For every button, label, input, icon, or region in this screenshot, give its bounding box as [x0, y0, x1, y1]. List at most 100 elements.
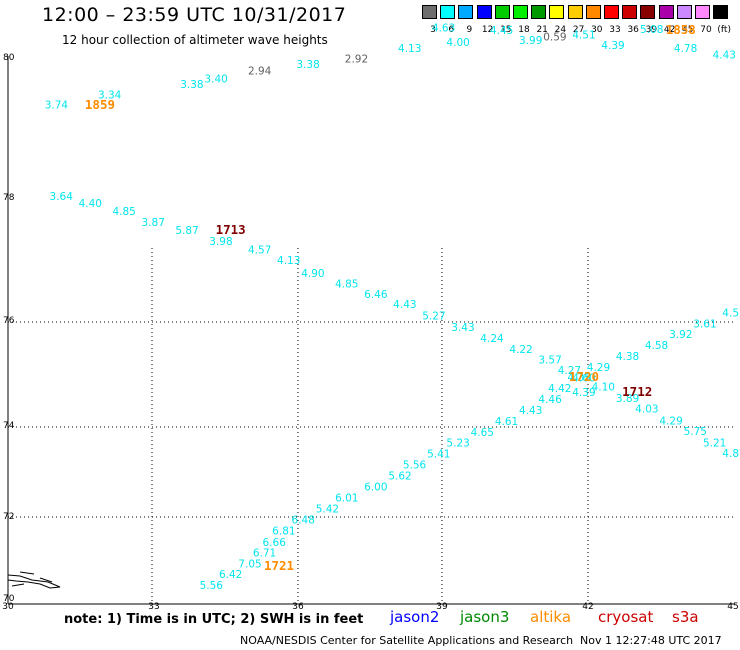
wave-height-value: 4.13: [277, 255, 300, 267]
wave-height-value: 4.10: [592, 381, 615, 393]
color-swatch: [567, 5, 583, 19]
pass-time-label: 1720: [569, 369, 599, 384]
wave-height-value: 3.64: [50, 191, 74, 203]
wave-height-value: 4.81: [722, 448, 740, 460]
wave-height-value: 4.00: [446, 37, 469, 49]
wave-height-value: 4.40: [79, 198, 102, 210]
wave-height-value: 5.23: [446, 438, 469, 450]
wave-height-value: 5.41: [427, 449, 450, 461]
wave-height-value: 5.62: [388, 471, 411, 483]
color-scale-label: 6: [448, 25, 455, 35]
color-swatch: [713, 5, 729, 19]
wave-height-value: 6.81: [272, 525, 295, 537]
color-swatch: [494, 5, 510, 19]
wave-height-value: 4.90: [301, 268, 324, 280]
color-scale-label: 9: [466, 25, 473, 35]
satellite-legend-jason3: jason3: [460, 608, 510, 626]
wave-height-value: 5.87: [175, 225, 198, 237]
latitude-tick-label: 74: [3, 421, 15, 431]
wave-height-value: 4.43: [393, 299, 416, 311]
longitude-tick-label: 45: [727, 602, 738, 612]
wave-height-value: 4.45: [490, 25, 513, 37]
wave-height-value: 4.85: [112, 206, 135, 218]
color-scale-label: 27: [572, 25, 585, 35]
color-scale-label: 33: [609, 25, 621, 35]
wave-height-value: 3.98: [209, 236, 232, 248]
wave-height-value: 4.38: [616, 351, 639, 363]
satellite-legend-altika: altika: [530, 608, 572, 626]
wave-height-value: 4.35: [567, 372, 590, 384]
wave-height-value: 5.08: [640, 24, 663, 36]
color-scale-label: 15: [500, 25, 512, 35]
color-swatch: [531, 5, 547, 19]
wave-height-value: 4.43: [713, 50, 736, 62]
color-swatch: [604, 5, 619, 19]
wave-height-value: 4.46: [538, 394, 562, 406]
wave-height-value: 3.99: [519, 35, 542, 47]
wave-height-value: 4.43: [519, 405, 542, 417]
wave-height-value: 6.00: [364, 482, 387, 494]
color-swatch: [458, 5, 474, 19]
pass-time-label: 1721: [264, 558, 294, 573]
timestamp-text: Nov 1 12:27:48 UTC 2017: [580, 634, 722, 647]
wave-height-value: 4.65: [471, 427, 494, 439]
color-swatch: [422, 5, 437, 19]
wave-height-value: 3.43: [451, 322, 474, 334]
color-scale-label: 45: [682, 25, 694, 35]
wave-height-value: 4.39: [601, 40, 624, 52]
wave-height-value: 6.46: [364, 289, 388, 301]
longitude-tick-label: 36: [292, 602, 304, 612]
wave-height-value: 4.58: [645, 340, 668, 352]
color-swatch: [476, 5, 492, 19]
wave-height-value: 4.27: [558, 365, 581, 377]
color-scale-label: 42: [663, 25, 676, 35]
wave-height-value: 3.74: [45, 100, 69, 112]
wave-height-value: 5.42: [316, 503, 339, 515]
wave-height-value: 6.48: [292, 514, 315, 526]
wave-height-value: 6.71: [253, 547, 276, 559]
color-scale-label: 24: [554, 25, 567, 35]
coastline: [7, 571, 61, 589]
footer-note: note: 1) Time is in UTC; 2) SWH is in fe…: [64, 612, 364, 627]
wave-height-value: 5.56: [403, 460, 427, 472]
wave-height-value: 0.59: [543, 32, 566, 44]
wave-height-value: 6.01: [335, 493, 358, 505]
wave-height-value: 3.92: [669, 329, 692, 341]
color-swatch: [695, 5, 710, 19]
wave-height-value: 4.61: [495, 416, 518, 428]
wave-height-value: 3.40: [204, 73, 227, 85]
latitude-tick-label: 78: [3, 193, 15, 203]
longitude-tick-label: 39: [436, 602, 448, 612]
color-scale-label: 21: [536, 25, 548, 35]
longitude-tick-label: 30: [2, 602, 14, 612]
color-swatch: [676, 5, 692, 19]
wave-height-value: 4.85: [335, 278, 358, 290]
wave-height-value: 6.66: [263, 537, 287, 549]
wave-height-value: 5.27: [422, 311, 445, 323]
wave-height-value: 3.38: [296, 59, 319, 71]
wave-height-value: 2.92: [345, 54, 368, 66]
color-scale-label: 70: [700, 25, 712, 35]
satellite-legend-cryosat: cryosat: [598, 608, 654, 626]
wave-height-value: 3.34: [98, 90, 122, 102]
wave-height-value: 3.38: [180, 79, 203, 91]
wave-height-value: 4.03: [635, 404, 658, 416]
color-swatch: [585, 5, 601, 19]
pass-time-label: 1713: [216, 222, 246, 237]
page-subtitle: 12 hour collection of altimeter wave hei…: [62, 33, 328, 47]
color-swatch: [658, 5, 674, 19]
page-title: 12:00 – 23:59 UTC 10/31/2017: [42, 4, 347, 26]
wave-height-value: 4.22: [509, 344, 532, 356]
wave-height-value: 4.57: [722, 307, 740, 319]
wave-height-value: 4.24: [480, 333, 504, 345]
wave-height-value: 3.87: [142, 217, 165, 229]
wave-height-value: 7.05: [238, 558, 261, 570]
wave-height-value: 5.21: [703, 438, 726, 450]
credit-text: NOAA/NESDIS Center for Satellite Applica…: [240, 634, 574, 647]
latitude-tick-label: 72: [3, 512, 14, 522]
wave-height-value: 5.75: [684, 426, 707, 438]
pass-time-label: 1858: [666, 22, 696, 37]
color-swatch: [513, 5, 528, 19]
